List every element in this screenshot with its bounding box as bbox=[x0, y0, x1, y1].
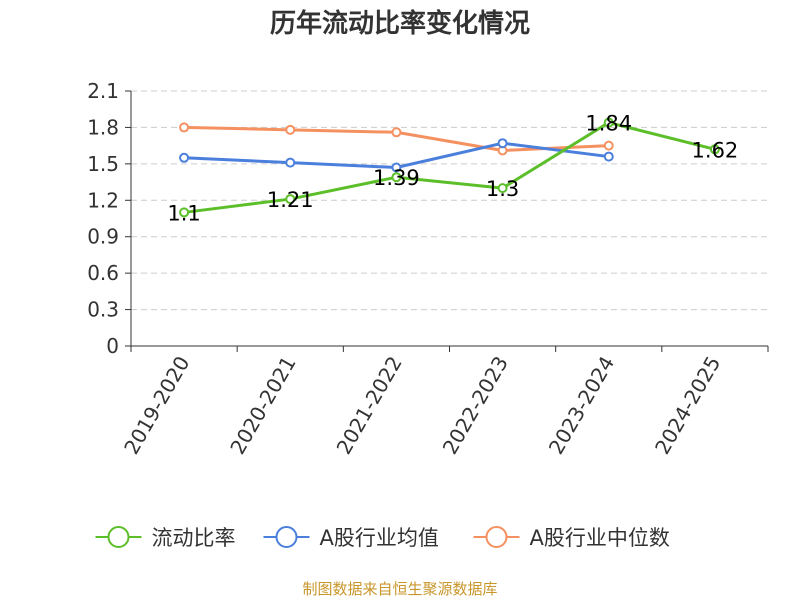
y-tick-label: 1.8 bbox=[87, 115, 119, 139]
legend-item: A股行业均值 bbox=[263, 526, 439, 550]
x-axis-ticks: 2019-2020 2020-2021 2021-2022 2022-2023 2023… bbox=[119, 346, 769, 458]
data-point bbox=[391, 172, 402, 183]
legend-marker bbox=[275, 526, 298, 548]
data-point bbox=[709, 144, 720, 155]
series-line bbox=[183, 121, 716, 214]
y-tick-label: 0.9 bbox=[87, 225, 119, 249]
data-point bbox=[285, 194, 296, 205]
data-label: 1.84 bbox=[585, 112, 632, 136]
data-label: 1.3 bbox=[486, 177, 519, 201]
y-tick-label: 0 bbox=[106, 334, 119, 358]
legend-label: 流动比率 bbox=[152, 526, 236, 550]
x-tick-label: 2019-2020 bbox=[119, 352, 194, 458]
data-label: 1.39 bbox=[373, 166, 420, 190]
legend-marker bbox=[107, 526, 130, 548]
data-point bbox=[179, 152, 190, 163]
legend: 流动比率 A股行业均值 A股行业中位数 bbox=[95, 526, 670, 550]
legend-item: A股行业中位数 bbox=[473, 526, 670, 550]
data-point bbox=[391, 127, 402, 138]
source-caption: 制图数据来自恒生聚源数据库 bbox=[302, 580, 497, 598]
data-point bbox=[391, 162, 402, 173]
y-tick-label: 1.2 bbox=[87, 188, 119, 212]
legend-marker bbox=[485, 526, 508, 548]
x-tick-label: 2024-2025 bbox=[650, 352, 725, 458]
data-point bbox=[497, 138, 508, 149]
legend-label: A股行业中位数 bbox=[530, 526, 670, 550]
data-label: 1.62 bbox=[692, 138, 739, 162]
data-point bbox=[285, 124, 296, 135]
data-labels: 1.1 1.21 1.39 1.3 1.84 1.62 bbox=[167, 112, 738, 226]
x-tick-label: 2021-2022 bbox=[332, 352, 407, 458]
chart-title: 历年流动比率变化情况 bbox=[270, 8, 530, 39]
data-label: 1.21 bbox=[267, 188, 314, 212]
legend-item: 流动比率 bbox=[95, 526, 236, 550]
legend-label: A股行业均值 bbox=[320, 526, 439, 550]
x-tick-label: 2023-2024 bbox=[544, 352, 619, 458]
series-group bbox=[179, 117, 720, 218]
y-tick-label: 2.1 bbox=[87, 79, 119, 103]
grid-lines bbox=[131, 90, 768, 311]
data-point bbox=[179, 207, 190, 218]
data-point bbox=[603, 140, 614, 151]
data-label: 1.1 bbox=[167, 201, 200, 225]
y-tick-label: 1.5 bbox=[87, 152, 119, 176]
y-tick-label: 0.6 bbox=[87, 261, 119, 285]
data-point bbox=[285, 157, 296, 168]
data-point bbox=[497, 183, 508, 194]
x-tick-label: 2022-2023 bbox=[438, 352, 513, 458]
data-point bbox=[179, 122, 190, 133]
y-axis-ticks: 0 0.3 0.6 0.9 1.2 1.5 1.8 2.1 bbox=[87, 79, 131, 358]
y-tick-label: 0.3 bbox=[87, 298, 119, 322]
x-tick-label: 2020-2021 bbox=[225, 352, 300, 458]
data-point bbox=[603, 117, 614, 128]
data-point bbox=[603, 151, 614, 162]
